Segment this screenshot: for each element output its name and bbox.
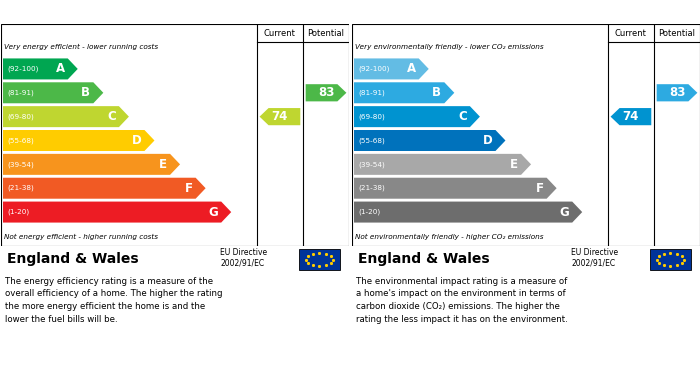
- Polygon shape: [354, 202, 582, 222]
- Polygon shape: [354, 154, 531, 175]
- Text: EU Directive
2002/91/EC: EU Directive 2002/91/EC: [220, 248, 267, 268]
- Text: F: F: [536, 182, 544, 195]
- Polygon shape: [657, 84, 697, 101]
- Text: E: E: [510, 158, 518, 171]
- Polygon shape: [3, 82, 104, 103]
- Text: D: D: [132, 134, 141, 147]
- Text: Potential: Potential: [307, 29, 344, 38]
- Text: (69-80): (69-80): [358, 113, 385, 120]
- Polygon shape: [354, 106, 480, 127]
- Text: EU Directive
2002/91/EC: EU Directive 2002/91/EC: [571, 248, 618, 268]
- Text: B: B: [81, 86, 90, 99]
- Polygon shape: [354, 58, 428, 79]
- Text: (21-38): (21-38): [358, 185, 385, 192]
- Polygon shape: [354, 178, 556, 199]
- Text: England & Wales: England & Wales: [358, 253, 489, 267]
- Text: E: E: [159, 158, 167, 171]
- Text: (69-80): (69-80): [7, 113, 34, 120]
- Text: Not environmentally friendly - higher CO₂ emissions: Not environmentally friendly - higher CO…: [355, 234, 543, 240]
- Text: 83: 83: [668, 86, 685, 99]
- Text: Energy Efficiency Rating: Energy Efficiency Rating: [7, 5, 178, 18]
- Text: C: C: [107, 110, 116, 123]
- Text: A: A: [55, 63, 64, 75]
- Text: C: C: [458, 110, 467, 123]
- Text: G: G: [209, 206, 218, 219]
- Text: Current: Current: [615, 29, 647, 38]
- Polygon shape: [354, 82, 454, 103]
- Text: England & Wales: England & Wales: [7, 253, 139, 267]
- Text: (1-20): (1-20): [358, 209, 380, 215]
- Text: 83: 83: [318, 86, 334, 99]
- Text: Very energy efficient - lower running costs: Very energy efficient - lower running co…: [4, 44, 158, 50]
- Text: Current: Current: [264, 29, 296, 38]
- Text: G: G: [559, 206, 569, 219]
- Text: The energy efficiency rating is a measure of the
overall efficiency of a home. T: The energy efficiency rating is a measur…: [5, 277, 223, 323]
- Text: 74: 74: [272, 110, 288, 123]
- Text: (55-68): (55-68): [7, 137, 34, 144]
- Text: F: F: [185, 182, 193, 195]
- Text: A: A: [407, 63, 416, 75]
- Text: 74: 74: [623, 110, 639, 123]
- Polygon shape: [306, 84, 346, 101]
- Text: D: D: [483, 134, 493, 147]
- Text: (92-100): (92-100): [7, 66, 38, 72]
- Text: (1-20): (1-20): [7, 209, 29, 215]
- Bar: [298, 249, 340, 270]
- Text: (39-54): (39-54): [358, 161, 385, 168]
- Text: (92-100): (92-100): [358, 66, 389, 72]
- Bar: [650, 249, 692, 270]
- Polygon shape: [3, 154, 180, 175]
- Text: Very environmentally friendly - lower CO₂ emissions: Very environmentally friendly - lower CO…: [355, 44, 544, 50]
- Text: (39-54): (39-54): [7, 161, 34, 168]
- Polygon shape: [3, 58, 78, 79]
- Polygon shape: [354, 130, 505, 151]
- Text: (81-91): (81-91): [358, 90, 385, 96]
- Text: Environmental Impact (CO₂) Rating: Environmental Impact (CO₂) Rating: [358, 5, 604, 18]
- Text: (81-91): (81-91): [7, 90, 34, 96]
- Text: Potential: Potential: [659, 29, 696, 38]
- Polygon shape: [260, 108, 300, 125]
- Text: B: B: [433, 86, 441, 99]
- Polygon shape: [3, 202, 231, 222]
- Polygon shape: [3, 106, 129, 127]
- Polygon shape: [3, 130, 155, 151]
- Text: (55-68): (55-68): [358, 137, 385, 144]
- Text: The environmental impact rating is a measure of
a home's impact on the environme: The environmental impact rating is a mea…: [356, 277, 568, 323]
- Text: Not energy efficient - higher running costs: Not energy efficient - higher running co…: [4, 234, 158, 240]
- Text: (21-38): (21-38): [7, 185, 34, 192]
- Polygon shape: [3, 178, 206, 199]
- Polygon shape: [610, 108, 651, 125]
